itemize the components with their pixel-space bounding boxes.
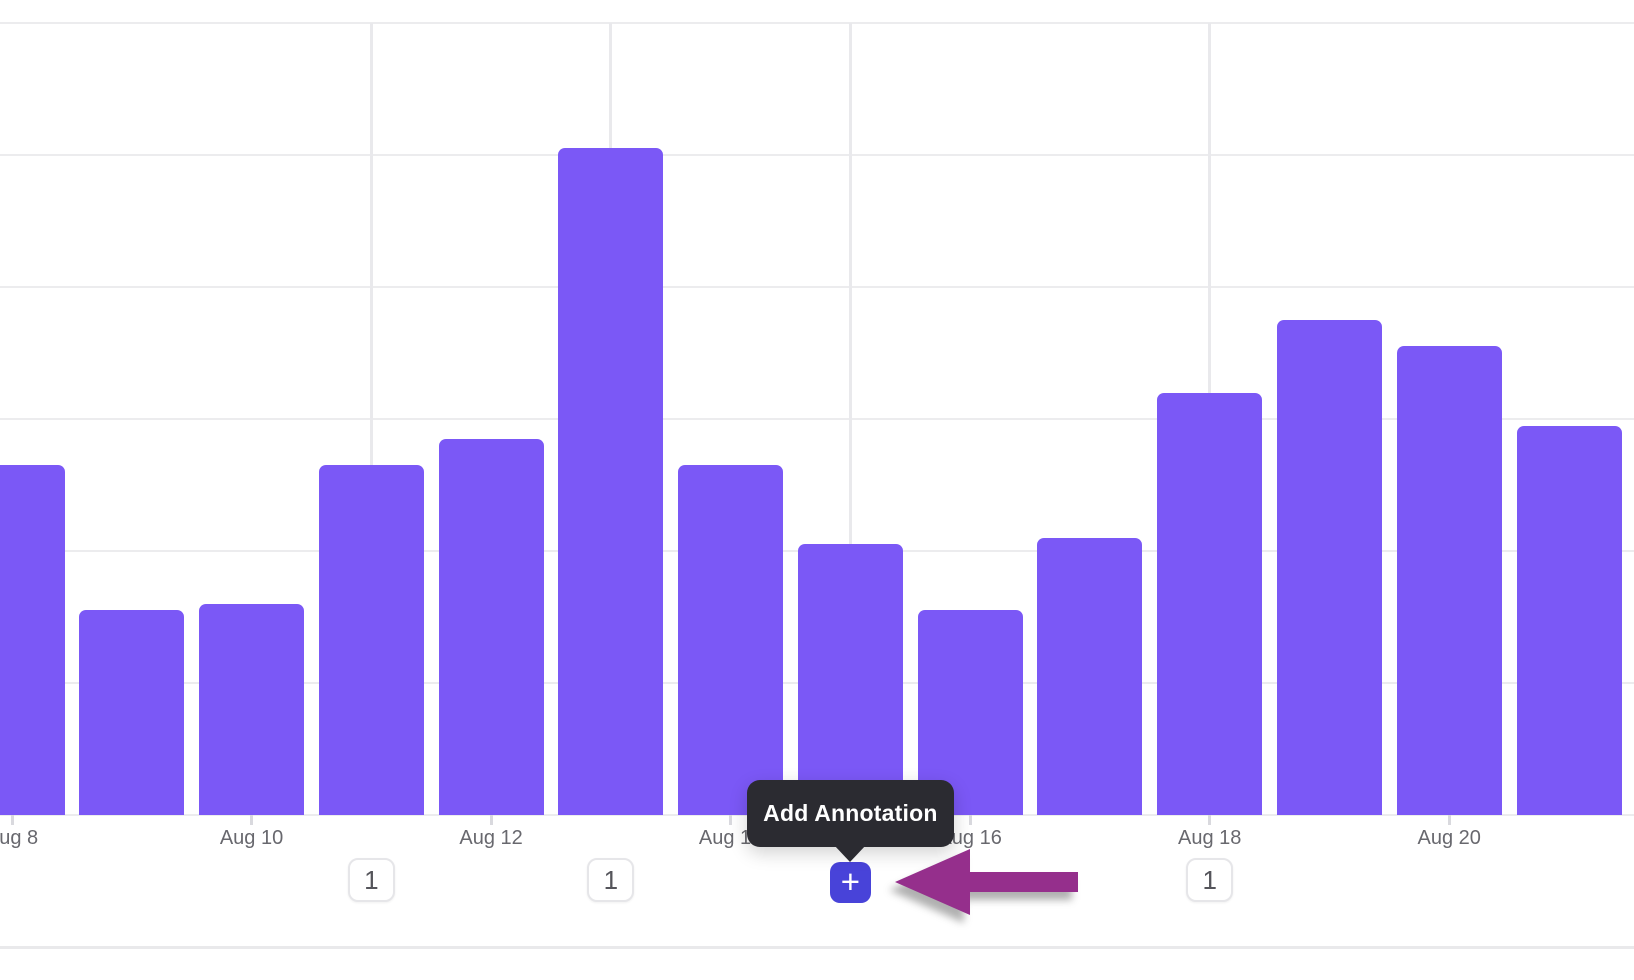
annotation-badge[interactable]: 1 <box>1186 858 1234 902</box>
bar[interactable] <box>0 465 65 815</box>
bar[interactable] <box>558 148 664 815</box>
annotation-badge[interactable]: 1 <box>587 858 635 902</box>
gridline <box>0 154 1634 156</box>
x-axis-label: Aug 10 <box>219 827 284 849</box>
x-axis-label: Aug 16 <box>938 827 1002 849</box>
tooltip-label: Add Annotation <box>763 800 938 826</box>
gridline <box>0 418 1634 420</box>
x-axis-label: Aug 20 <box>1417 827 1481 849</box>
x-axis-tick <box>729 815 733 825</box>
bar[interactable] <box>318 465 424 815</box>
bar[interactable] <box>1157 392 1263 815</box>
x-axis-label: Aug 14 <box>698 827 763 849</box>
x-axis-label: Aug 18 <box>1177 827 1242 849</box>
bar[interactable] <box>1276 320 1382 815</box>
bar[interactable] <box>438 438 544 815</box>
annotation-guide-line <box>369 23 373 815</box>
add-annotation-tooltip: Add Annotation <box>746 780 954 847</box>
x-axis-tick <box>250 815 254 825</box>
x-axis-label: Aug 8 <box>0 827 39 849</box>
annotation-arrow-icon <box>895 849 1078 915</box>
bar[interactable] <box>678 465 784 815</box>
bottom-separator <box>0 946 1634 949</box>
x-axis-tick <box>1208 815 1212 825</box>
x-axis-tick <box>1447 815 1451 825</box>
bar[interactable] <box>1396 346 1502 815</box>
bar[interactable] <box>1516 425 1622 815</box>
tooltip-caret-icon <box>834 845 867 862</box>
bar[interactable] <box>79 610 185 815</box>
bar[interactable] <box>797 544 903 815</box>
x-axis-label: Aug 12 <box>459 827 523 849</box>
bar[interactable] <box>199 603 305 815</box>
x-axis-tick <box>10 815 14 825</box>
gridline <box>0 286 1634 288</box>
add-annotation-button[interactable]: + <box>829 862 871 903</box>
bar[interactable] <box>1037 537 1143 815</box>
plus-icon: + <box>840 862 861 900</box>
annotation-guide-line <box>848 23 852 815</box>
x-axis-tick <box>489 815 493 825</box>
x-axis-tick <box>968 815 972 825</box>
gridline <box>0 22 1634 24</box>
annotation-badge[interactable]: 1 <box>347 858 395 902</box>
